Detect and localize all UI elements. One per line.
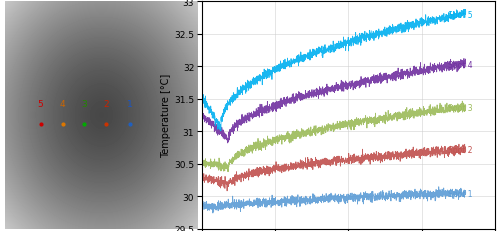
Text: Spot 3: Spot 3 xyxy=(448,104,472,113)
Text: Spot 1: Spot 1 xyxy=(448,189,472,198)
Y-axis label: Temperature [°C]: Temperature [°C] xyxy=(162,73,172,158)
Text: 4: 4 xyxy=(60,100,66,109)
Text: Spot 2: Spot 2 xyxy=(448,146,472,155)
Text: 5: 5 xyxy=(38,100,44,109)
Text: 3: 3 xyxy=(81,100,86,109)
Text: 1: 1 xyxy=(127,100,132,109)
Text: Spot 4: Spot 4 xyxy=(448,61,472,70)
Text: Spot 5: Spot 5 xyxy=(448,11,472,20)
Text: 2: 2 xyxy=(103,100,108,109)
